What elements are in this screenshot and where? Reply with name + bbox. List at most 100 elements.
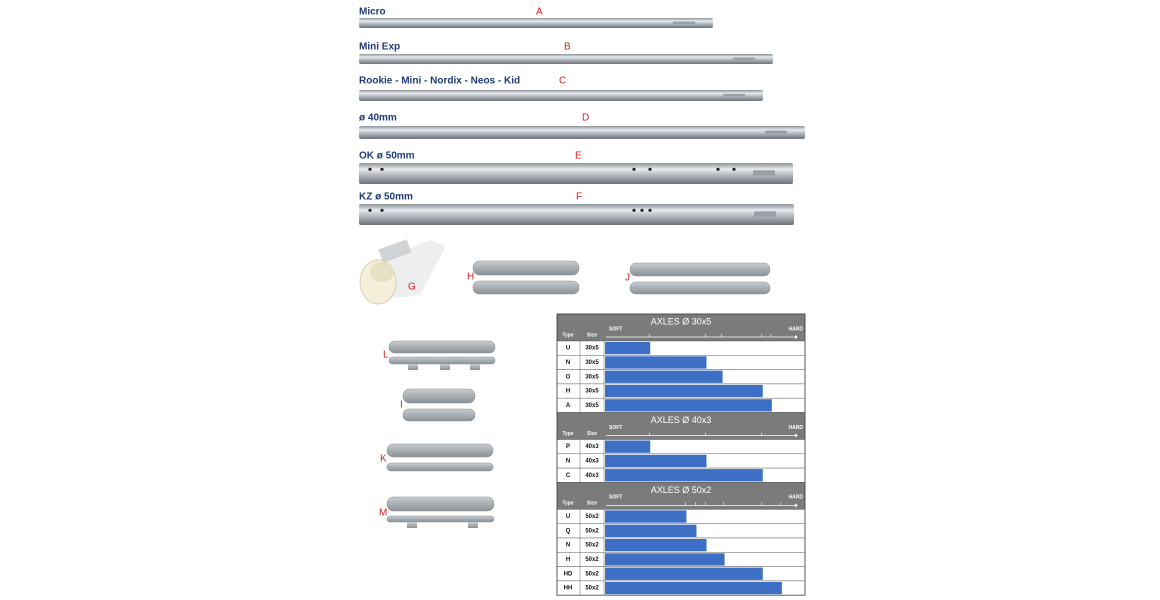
size-header: Size bbox=[587, 431, 597, 437]
axle-rod bbox=[359, 126, 805, 139]
part-letter: M bbox=[379, 508, 387, 519]
size-cell: 40x3 bbox=[585, 473, 599, 479]
hole bbox=[632, 167, 636, 171]
key bbox=[402, 388, 476, 404]
key bbox=[402, 408, 476, 422]
size-cell: 50x2 bbox=[585, 571, 599, 577]
key bbox=[388, 340, 496, 354]
size-cell: 40x3 bbox=[585, 459, 599, 465]
size-header: Size bbox=[587, 501, 597, 507]
type-header: Type bbox=[562, 431, 574, 437]
axle-letter: C bbox=[559, 76, 566, 87]
hard-label: HARD bbox=[789, 425, 804, 431]
axle-letter: A bbox=[536, 7, 543, 18]
pin bbox=[407, 522, 417, 528]
type-header: Type bbox=[562, 332, 574, 338]
axle-letter: D bbox=[582, 113, 589, 124]
axle-letter: B bbox=[564, 42, 571, 53]
part-letter: K bbox=[380, 454, 387, 465]
type-cell: H bbox=[566, 557, 570, 563]
stiffness-bar bbox=[605, 567, 763, 580]
axle-rod bbox=[359, 54, 773, 64]
arrow-head bbox=[795, 433, 798, 438]
stiffness-bar bbox=[605, 454, 707, 468]
type-cell: C bbox=[566, 473, 571, 479]
key bbox=[629, 262, 771, 277]
stiffness-bar bbox=[605, 342, 651, 355]
size-cell: 50x2 bbox=[585, 586, 599, 592]
keyway bbox=[733, 57, 755, 60]
axle-label: OK ø 50mm bbox=[359, 151, 415, 162]
key bbox=[386, 496, 495, 512]
stiffness-bar bbox=[605, 399, 772, 412]
stiffness-bar bbox=[605, 370, 723, 383]
stiffness-bar bbox=[605, 440, 651, 453]
size-cell: 50x2 bbox=[585, 514, 599, 520]
size-cell: 30x5 bbox=[585, 374, 599, 380]
keyway bbox=[673, 21, 695, 24]
keyway bbox=[765, 130, 787, 134]
size-header: Size bbox=[587, 332, 597, 338]
part-letter: I bbox=[400, 400, 403, 411]
section-title: AXLES Ø 30x5 bbox=[651, 316, 712, 326]
axle-letter: F bbox=[576, 192, 582, 203]
hard-label: HARD bbox=[789, 326, 804, 332]
section-title: AXLES Ø 50x2 bbox=[651, 485, 712, 495]
key bbox=[629, 281, 771, 295]
stiffness-bar bbox=[605, 356, 707, 369]
arrow-head bbox=[795, 503, 798, 508]
axle-rod bbox=[359, 163, 793, 184]
section-title: AXLES Ø 40x3 bbox=[651, 415, 712, 425]
type-cell: U bbox=[566, 514, 570, 520]
pin bbox=[408, 364, 418, 370]
axle-rod bbox=[359, 18, 713, 28]
axle-label: Micro bbox=[359, 7, 386, 18]
type-cell: H bbox=[566, 389, 570, 395]
hole bbox=[648, 167, 652, 171]
size-cell: 50x2 bbox=[585, 557, 599, 563]
size-cell: 30x5 bbox=[585, 389, 599, 395]
key bbox=[388, 356, 496, 365]
hole bbox=[380, 208, 384, 212]
type-cell: N bbox=[566, 459, 570, 465]
stiffness-bar bbox=[605, 524, 697, 537]
type-header: Type bbox=[562, 501, 574, 507]
key bbox=[472, 260, 580, 276]
section-header bbox=[556, 412, 806, 440]
stiffness-bar bbox=[605, 510, 687, 523]
arrow-head bbox=[795, 335, 798, 339]
hole bbox=[640, 208, 644, 212]
part-letter: J bbox=[625, 273, 630, 284]
part-g-image bbox=[359, 239, 446, 305]
keyway bbox=[753, 170, 775, 176]
hole bbox=[648, 208, 652, 212]
size-cell: 50x2 bbox=[585, 528, 599, 534]
axle-rod bbox=[359, 204, 794, 225]
axle-rod bbox=[359, 90, 763, 101]
key bbox=[386, 443, 494, 458]
type-cell: N bbox=[566, 360, 570, 366]
type-cell: P bbox=[566, 444, 570, 450]
type-cell: HH bbox=[564, 586, 573, 592]
type-cell: HD bbox=[564, 571, 573, 577]
size-cell: 30x5 bbox=[585, 403, 599, 409]
key bbox=[386, 515, 495, 523]
hard-label: HARD bbox=[789, 495, 804, 501]
hole bbox=[632, 208, 636, 212]
size-cell: 40x3 bbox=[585, 444, 599, 450]
axle-letter: E bbox=[575, 151, 582, 162]
key bbox=[472, 280, 580, 295]
type-cell: N bbox=[566, 543, 570, 549]
pin bbox=[440, 364, 450, 370]
pin bbox=[470, 364, 480, 370]
size-cell: 30x5 bbox=[585, 346, 599, 352]
hole bbox=[716, 167, 720, 171]
size-cell: 50x2 bbox=[585, 543, 599, 549]
type-cell: U bbox=[566, 346, 570, 352]
hole bbox=[380, 167, 384, 171]
axle-label: ø 40mm bbox=[359, 113, 397, 124]
type-cell: O bbox=[566, 374, 571, 380]
stiffness-bar bbox=[605, 539, 707, 552]
hole bbox=[368, 208, 372, 212]
